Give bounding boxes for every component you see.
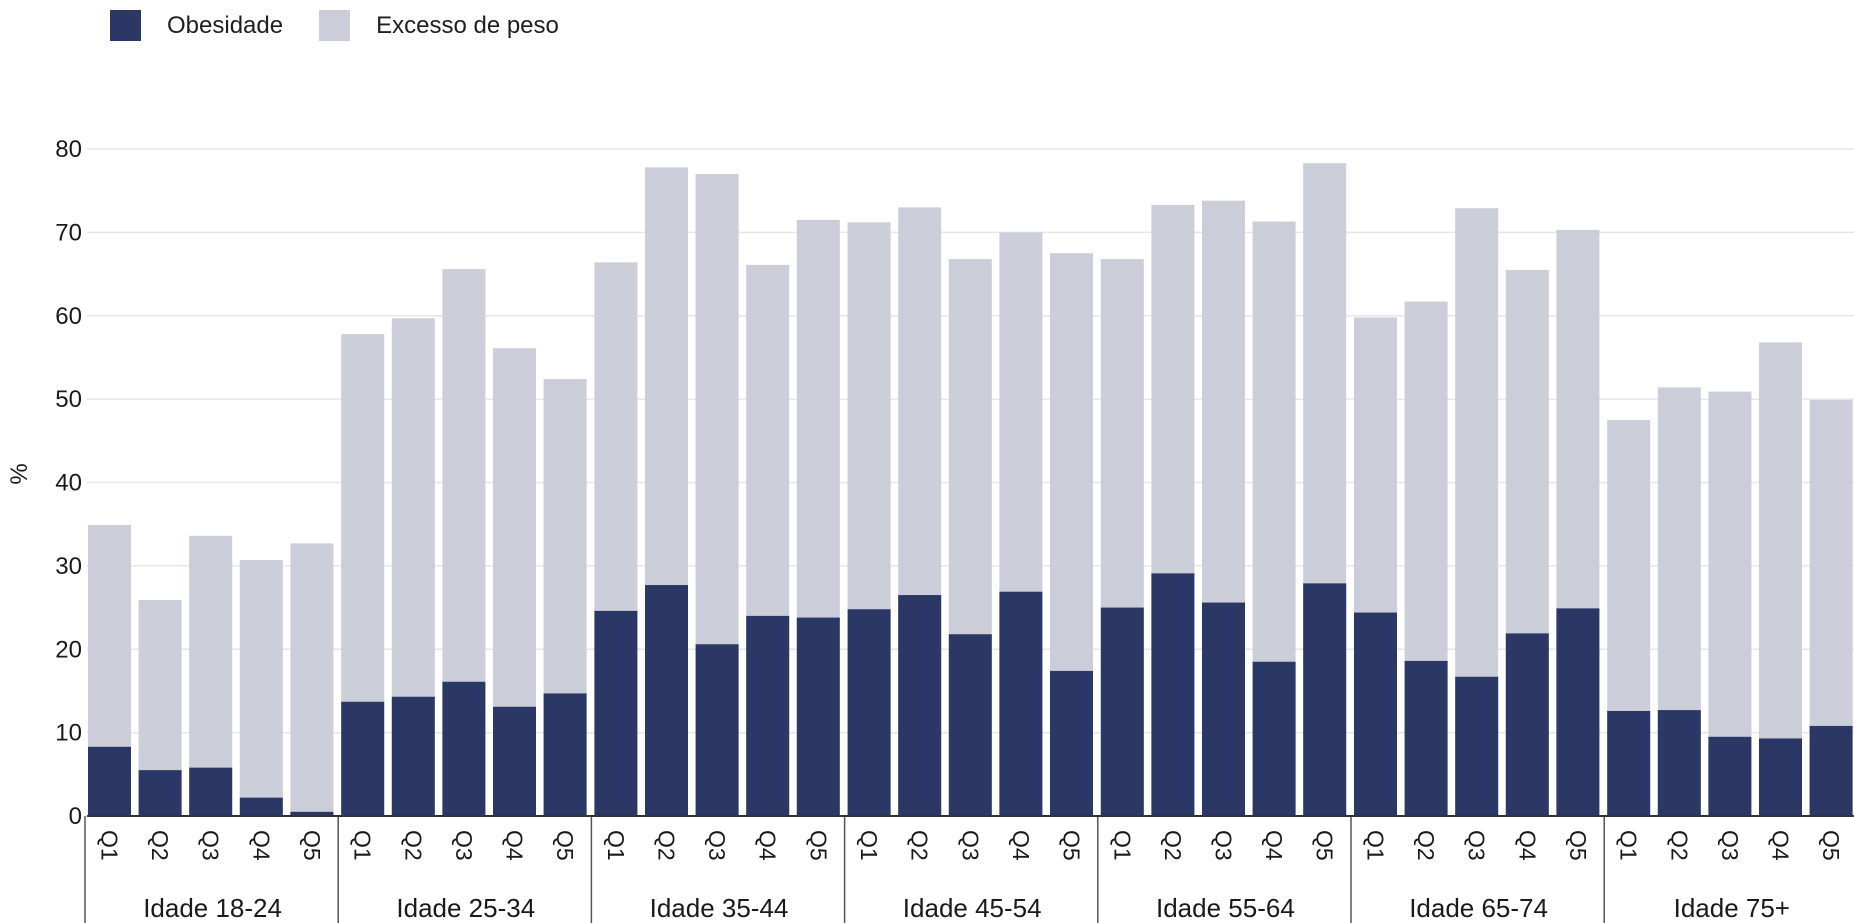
bar-obesidade (1050, 670, 1093, 816)
x-category-label: Q3 (198, 830, 224, 861)
bar-obesidade (493, 706, 536, 816)
x-category-label: Q5 (1565, 830, 1591, 861)
x-category-label: Q3 (1464, 830, 1490, 861)
x-category-label: Q3 (1717, 830, 1743, 861)
x-category-label: Q2 (907, 830, 933, 861)
x-category-label: Q3 (957, 830, 983, 861)
bar-excesso-de-peso (239, 560, 283, 816)
y-tick-label: 0 (69, 803, 82, 830)
bar-excesso-de-peso (1759, 342, 1802, 816)
legend-swatch-excesso-de-peso (319, 10, 351, 41)
x-category-label: Q1 (856, 830, 882, 861)
x-category-label: Q2 (1666, 830, 1692, 861)
bar-obesidade (999, 591, 1043, 816)
bar-obesidade (594, 610, 638, 816)
bar-obesidade (1151, 573, 1195, 816)
bar-obesidade (1100, 607, 1144, 816)
bar-obesidade (290, 811, 334, 816)
bar-obesidade (1556, 608, 1600, 816)
x-category-label: Q5 (1312, 830, 1338, 861)
x-category-label: Q3 (451, 830, 477, 861)
bar-obesidade (1708, 736, 1752, 816)
x-category-label: Q1 (97, 830, 123, 861)
x-category-label: Q5 (1818, 830, 1844, 861)
x-group-label: Idade 18-24 (143, 893, 282, 923)
bar-obesidade (1354, 612, 1397, 816)
legend-item-excesso-de-peso: Excesso de peso (319, 10, 559, 41)
x-category-label: Q1 (350, 830, 376, 861)
bar-obesidade (543, 693, 587, 816)
x-category-label: Q5 (299, 830, 325, 861)
bar-excesso-de-peso (290, 543, 334, 816)
x-category-label: Q3 (1211, 830, 1237, 861)
y-tick-label: 80 (55, 136, 82, 163)
x-category-label: Q4 (755, 830, 781, 861)
x-category-label: Q2 (1413, 830, 1439, 861)
bar-obesidade (189, 767, 233, 816)
legend-label-excesso-de-peso: Excesso de peso (376, 11, 559, 39)
x-group-label: Idade 75+ (1674, 893, 1790, 923)
x-category-label: Q2 (654, 830, 680, 861)
x-category-label: Q4 (1514, 830, 1540, 861)
x-group-label: Idade 65-74 (1409, 893, 1548, 923)
x-group-label: Idade 35-44 (650, 893, 789, 923)
x-category-label: Q4 (1008, 830, 1034, 861)
x-category-label: Q5 (1059, 830, 1085, 861)
x-category-label: Q4 (502, 830, 528, 861)
bar-obesidade (746, 615, 790, 816)
y-axis-label: % (6, 463, 33, 484)
bar-obesidade (1809, 725, 1853, 816)
bar-obesidade (1607, 710, 1651, 816)
x-category-label: Q4 (1768, 830, 1794, 861)
x-category-label: Q2 (1160, 830, 1186, 861)
bar-obesidade (341, 701, 385, 816)
bar-obesidade (645, 585, 688, 816)
bar-obesidade (695, 644, 739, 816)
y-tick-label: 40 (55, 470, 82, 497)
bar-obesidade (898, 595, 942, 816)
bar-obesidade (88, 746, 131, 816)
x-category-label: Q1 (603, 830, 629, 861)
chart-legend: Obesidade Excesso de peso (110, 10, 595, 41)
bar-obesidade (442, 681, 486, 816)
bar-obesidade (1657, 710, 1701, 816)
bar-obesidade (138, 770, 182, 816)
bar-obesidade (847, 609, 891, 816)
y-tick-label: 50 (55, 386, 82, 413)
bar-obesidade (1303, 583, 1347, 816)
y-tick-label: 10 (55, 720, 82, 747)
bar-obesidade (796, 617, 840, 816)
y-tick-label: 30 (55, 553, 82, 580)
x-category-label: Q2 (147, 830, 173, 861)
bar-obesidade (391, 696, 435, 816)
x-category-label: Q2 (400, 830, 426, 861)
legend-item-obesidade: Obesidade (110, 10, 283, 41)
y-tick-label: 60 (55, 303, 82, 330)
bar-obesidade (1404, 660, 1448, 816)
bar-obesidade (1505, 633, 1549, 816)
bar-obesidade (1759, 738, 1802, 816)
bar-obesidade (239, 797, 283, 816)
bar-obesidade (1202, 602, 1245, 816)
x-category-label: Q4 (1261, 830, 1287, 861)
x-category-label: Q5 (805, 830, 831, 861)
x-category-label: Q1 (1363, 830, 1389, 861)
bar-obesidade (1252, 661, 1296, 816)
x-category-label: Q5 (552, 830, 578, 861)
y-tick-label: 70 (55, 219, 82, 246)
bar-obesidade (948, 634, 992, 816)
x-category-label: Q3 (704, 830, 730, 861)
x-group-label: Idade 55-64 (1156, 893, 1295, 923)
x-group-label: Idade 45-54 (903, 893, 1042, 923)
bar-obesidade (1455, 676, 1499, 816)
legend-swatch-obesidade (110, 10, 141, 41)
x-group-label: Idade 25-34 (396, 893, 535, 923)
x-category-label: Q4 (248, 830, 274, 861)
x-category-label: Q1 (1109, 830, 1135, 861)
x-category-label: Q1 (1616, 830, 1642, 861)
y-tick-label: 20 (55, 636, 82, 663)
legend-label-obesidade: Obesidade (167, 11, 284, 39)
